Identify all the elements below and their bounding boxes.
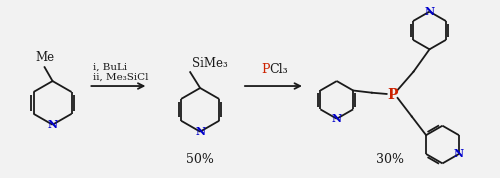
Text: i, BuLi: i, BuLi (94, 63, 128, 72)
Text: N: N (454, 148, 464, 159)
Text: Cl₃: Cl₃ (270, 63, 288, 76)
Text: Me: Me (35, 51, 54, 64)
Text: N: N (424, 6, 434, 17)
Text: P: P (261, 63, 270, 76)
Text: 50%: 50% (186, 153, 214, 166)
Text: P: P (388, 88, 398, 102)
Text: N: N (332, 113, 342, 124)
Text: SiMe₃: SiMe₃ (192, 57, 228, 70)
Text: 30%: 30% (376, 153, 404, 166)
Text: N: N (195, 126, 205, 137)
Text: N: N (48, 119, 58, 130)
Text: ii, Me₃SiCl: ii, Me₃SiCl (94, 73, 149, 82)
